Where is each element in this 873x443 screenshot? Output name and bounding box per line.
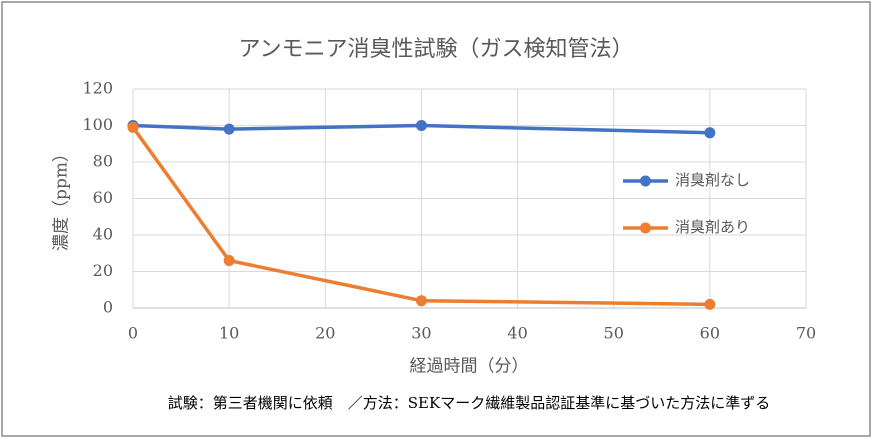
x-tick-label: 20 bbox=[315, 324, 335, 343]
y-tick-label: 100 bbox=[82, 115, 113, 134]
data-point bbox=[127, 121, 139, 133]
y-tick-label: 60 bbox=[93, 188, 113, 207]
y-tick-label: 20 bbox=[93, 261, 113, 280]
x-tick-label: 50 bbox=[604, 324, 624, 343]
y-tick-label: 120 bbox=[82, 79, 113, 98]
legend-label: 消臭剤なし bbox=[675, 171, 750, 189]
data-point bbox=[415, 120, 427, 131]
legend-label: 消臭剤あり bbox=[675, 218, 750, 236]
x-tick-label: 70 bbox=[796, 324, 816, 343]
y-tick-label: 0 bbox=[103, 298, 113, 317]
x-tick-label: 30 bbox=[411, 324, 431, 343]
data-point bbox=[223, 123, 235, 135]
legend-marker bbox=[640, 222, 651, 234]
data-point bbox=[415, 295, 427, 307]
x-tick-label: 10 bbox=[219, 324, 239, 343]
y-tick-label: 40 bbox=[93, 225, 113, 244]
series-line bbox=[131, 126, 710, 307]
data-point bbox=[704, 127, 716, 139]
y-tick-label: 80 bbox=[93, 152, 113, 171]
x-tick-label: 0 bbox=[128, 324, 138, 343]
legend-marker bbox=[640, 175, 651, 187]
x-tick-label: 40 bbox=[507, 324, 527, 343]
data-point bbox=[704, 298, 716, 310]
data-point bbox=[223, 255, 235, 267]
x-axis-label: 経過時間（分） bbox=[410, 357, 529, 377]
chart-title: アンモニア消臭性試験（ガス検知管法） bbox=[238, 37, 633, 62]
series-line bbox=[132, 123, 710, 135]
footnote: 試験：第三者機関に依頼 ／方法：SEKマーク繊維製品認証基準に基づいた方法に準ず… bbox=[168, 394, 770, 412]
y-axis-label: 濃度（ppm） bbox=[52, 145, 72, 251]
x-tick-label: 60 bbox=[700, 324, 720, 343]
